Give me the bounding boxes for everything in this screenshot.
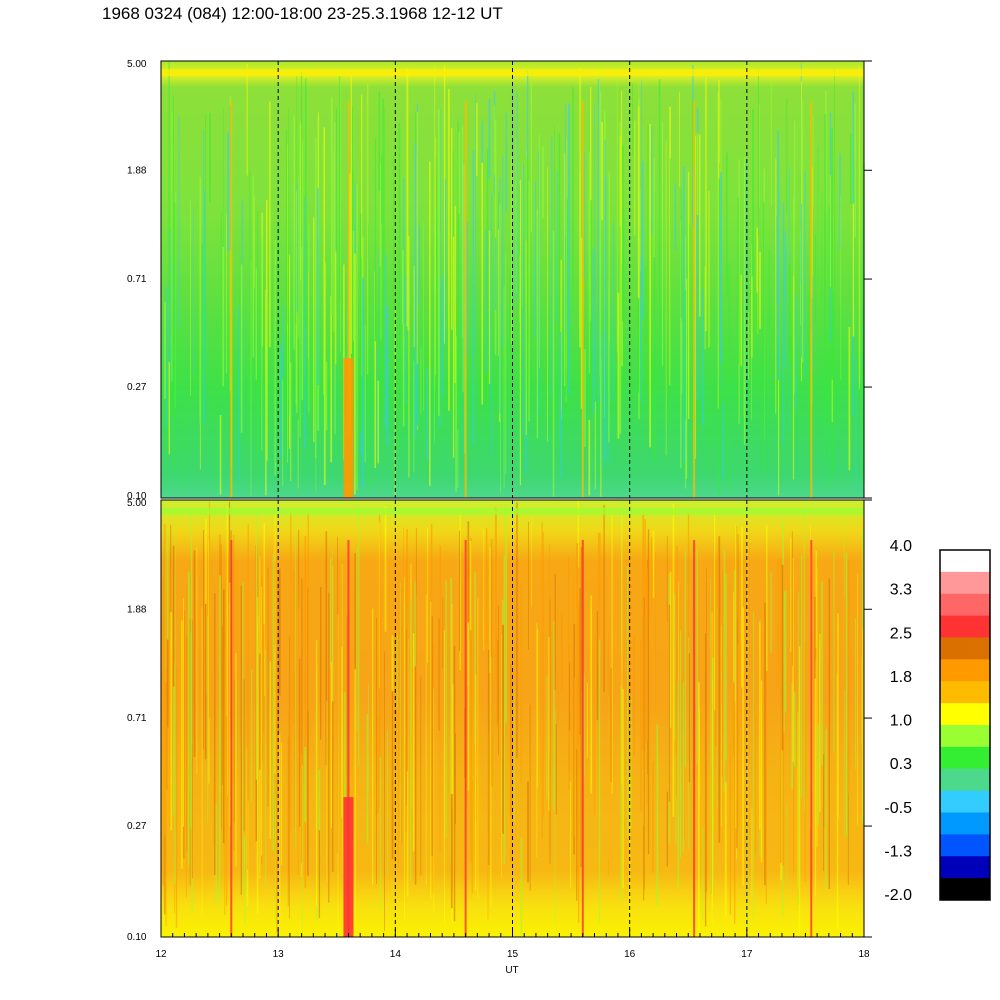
colorbar-swatch (940, 681, 990, 704)
colorbar: 4.0 3.3 2.5 1.8 1.0 0.3 -0.5 -1.3 -2.0 (884, 538, 991, 904)
top-band (161, 508, 864, 515)
colorbar-label: -0.5 (884, 800, 912, 817)
y-tick-label: 1.88 (127, 604, 147, 615)
chart-title: 1968 0324 (084) 12:00-18:00 23-25.3.1968… (102, 4, 503, 23)
x-tick-label: 12 (155, 949, 167, 960)
colorbar-swatch (940, 703, 990, 726)
colorbar-label: 3.3 (890, 582, 912, 599)
colorbar-swatch (940, 550, 990, 573)
colorbar-label: 0.3 (890, 756, 912, 773)
heatmap-texture (160, 61, 865, 497)
y-tick-label: 0.71 (127, 713, 147, 724)
colorbar-label: -1.3 (884, 843, 912, 860)
x-tick-label: 15 (507, 949, 519, 960)
x-tick-label: 16 (624, 949, 636, 960)
colorbar-swatch (940, 571, 990, 595)
top-panel: 0.10 0.27 0.71 1.88 5.00 (127, 59, 872, 502)
y-tick-label: 0.27 (127, 382, 147, 393)
y-tick-label: 0.10 (127, 491, 147, 502)
colorbar-label: 1.0 (890, 713, 912, 730)
colorbar-swatch (940, 593, 990, 617)
y-tick-label: 0.27 (127, 821, 147, 832)
x-tick-label: 17 (741, 949, 753, 960)
colorbar-label: 2.5 (890, 625, 912, 642)
colorbar-swatch (940, 812, 990, 835)
colorbar-swatch (940, 768, 990, 792)
colorbar-swatch (940, 725, 990, 748)
y-tick-label: 5.00 (127, 498, 147, 509)
colorbar-swatch (940, 746, 990, 770)
colorbar-swatch (940, 659, 990, 682)
colorbar-swatch (940, 856, 990, 879)
colorbar-label: 4.0 (890, 538, 912, 555)
y-tick-label: 1.88 (127, 165, 147, 176)
colorbar-swatch (940, 790, 990, 813)
heatmap-texture (162, 500, 864, 937)
streak-1336 (343, 358, 354, 498)
y-tick-label: 0.10 (127, 932, 147, 943)
colorbar-swatch (940, 615, 990, 638)
y-tick-label: 5.00 (127, 59, 147, 70)
colorbar-frame (939, 549, 991, 901)
colorbar-swatch (940, 834, 990, 857)
y-tick-label: 0.71 (127, 274, 147, 285)
x-axis-label: UT (505, 965, 518, 976)
colorbar-label: 1.8 (890, 669, 912, 686)
x-tick-label: 18 (858, 949, 870, 960)
top-band (161, 69, 864, 76)
colorbar-label: -2.0 (884, 887, 912, 904)
x-tick-label: 13 (273, 949, 285, 960)
colorbar-swatch (940, 637, 990, 660)
bottom-panel: 0.10 0.27 0.71 1.88 5.00 12 13 14 15 16 17 18 UT (127, 498, 872, 976)
x-tick-label: 14 (390, 949, 402, 960)
streak-1336 (343, 797, 354, 937)
colorbar-swatch (940, 878, 990, 901)
